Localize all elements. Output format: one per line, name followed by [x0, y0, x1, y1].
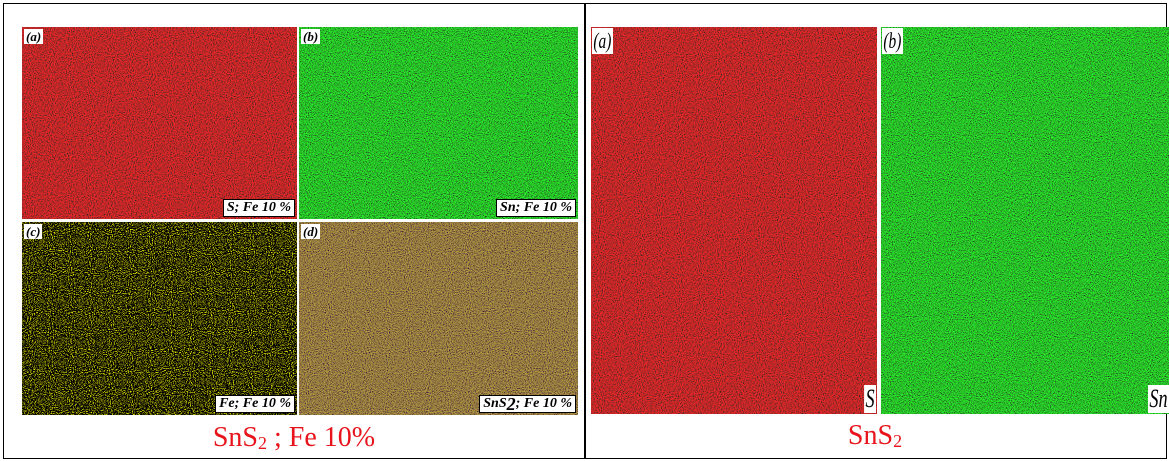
right-cell: (a) S (b) Sn SnS2 — [584, 3, 1167, 459]
panel-label: Sn — [1148, 385, 1169, 413]
noise — [22, 27, 297, 219]
panel-letter: (a) — [24, 29, 43, 44]
panel-label: S; Fe 10 % — [223, 199, 295, 217]
label-text: SnS — [483, 396, 506, 411]
caption: SnS2 ; Fe 10% — [4, 422, 584, 454]
map-image: (a) S — [591, 27, 877, 414]
noise — [299, 222, 578, 415]
map-image: (b) Sn; Fe 10 % — [299, 27, 578, 219]
panel-label: S — [864, 385, 876, 413]
subscript: 2 — [893, 431, 902, 451]
left-cell: (a) S; Fe 10 % (b) Sn; Fe 10 % (c) Fe; F… — [3, 3, 586, 459]
noise — [591, 27, 877, 414]
panel-letter: (d) — [301, 224, 320, 239]
panel-label: Fe; Fe 10 % — [215, 395, 295, 413]
noise — [299, 27, 578, 219]
caption-text: ; Fe 10% — [267, 422, 375, 453]
noise — [881, 27, 1169, 414]
panel-letter: (c) — [24, 224, 42, 239]
map-image: (b) Sn — [881, 27, 1169, 414]
map-image: (c) Fe; Fe 10 % — [22, 222, 297, 415]
panel-letter: (a) — [592, 28, 613, 54]
panel-label: Sn; Fe 10 % — [496, 199, 576, 217]
noise — [22, 222, 297, 415]
page: (a) S; Fe 10 % (b) Sn; Fe 10 % (c) Fe; F… — [0, 0, 1169, 461]
map-image: (a) S; Fe 10 % — [22, 27, 297, 219]
caption-text: SnS — [213, 422, 258, 453]
panel-label: SnS2; Fe 10 % — [479, 395, 576, 413]
subscript: 2 — [258, 433, 267, 453]
caption-text: SnS — [848, 420, 893, 451]
subscript: 2 — [507, 394, 516, 414]
caption: SnS2 — [585, 420, 1165, 452]
panel-letter: (b) — [301, 29, 320, 44]
map-image: (d) SnS2; Fe 10 % — [299, 222, 578, 415]
label-text: ; Fe 10 % — [516, 396, 572, 411]
panel-letter: (b) — [882, 28, 903, 54]
